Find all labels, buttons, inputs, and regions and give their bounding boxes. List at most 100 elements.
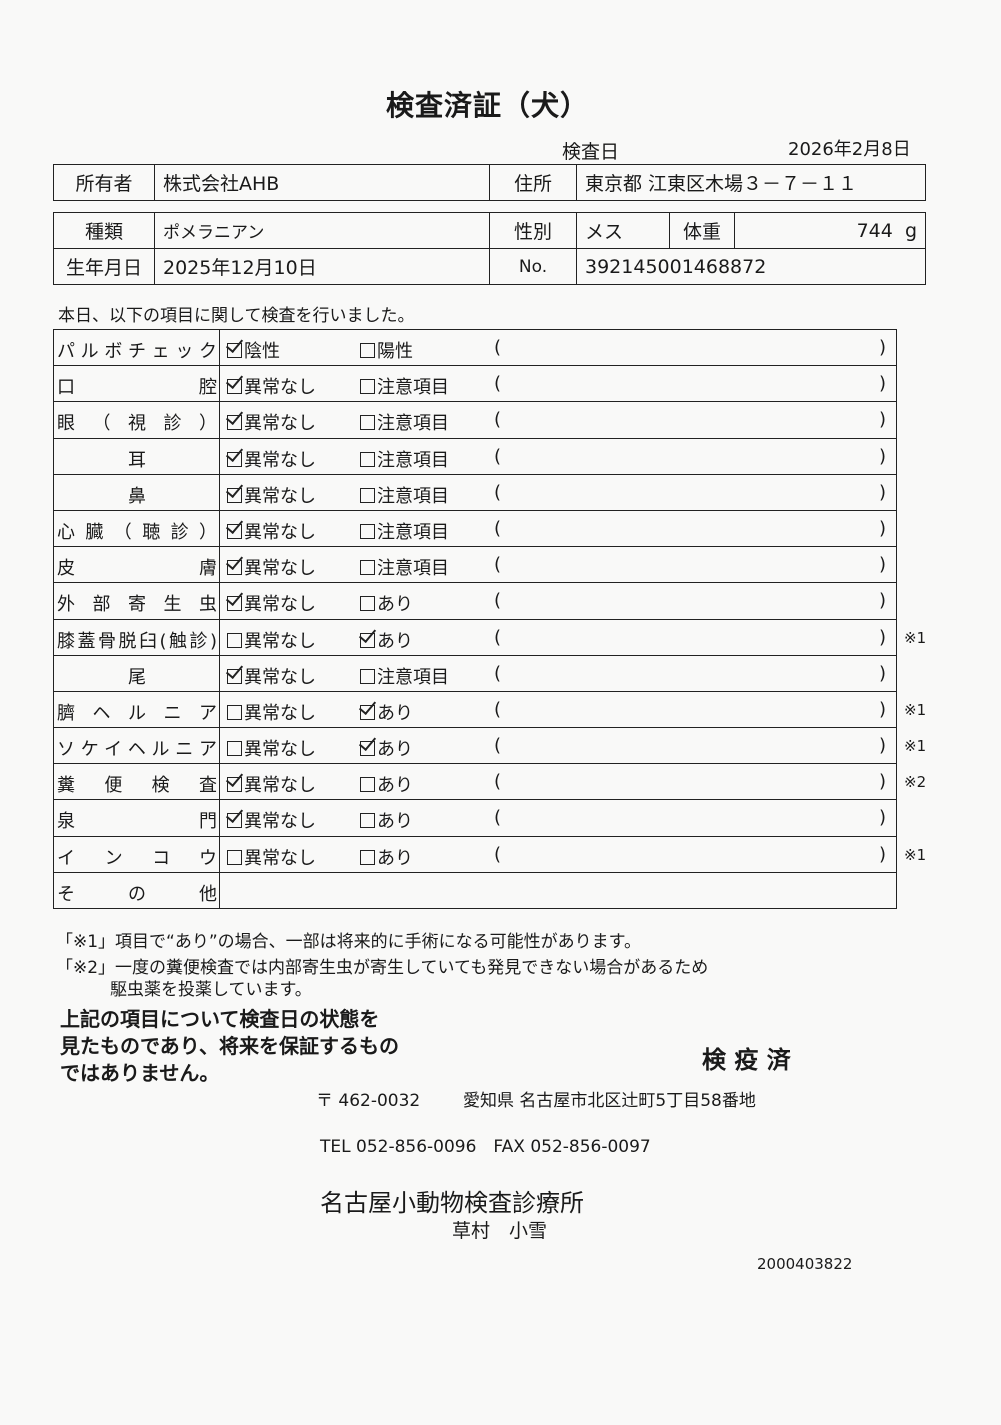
- clinic-name: 名古屋小動物検査診療所: [320, 1189, 584, 1217]
- exam-row: インコウ 異常なし あり ( ) ※1: [53, 836, 926, 873]
- checkbox-icon[interactable]: [360, 343, 375, 358]
- exam-item-label: 泉門: [57, 811, 217, 833]
- owner-label: 所有者: [53, 164, 155, 201]
- option-1-label: 異常なし: [244, 666, 316, 688]
- remark-close-paren: ): [879, 445, 887, 467]
- remark-close-paren: ): [879, 771, 887, 793]
- checkbox-icon[interactable]: [360, 849, 375, 865]
- option-1-label: 異常なし: [244, 485, 316, 507]
- option-1-label: 異常なし: [244, 775, 316, 797]
- doctor-name: 草村 小雪: [452, 1220, 548, 1242]
- exam-row-other: その他: [53, 872, 897, 909]
- checkbox-icon[interactable]: [227, 668, 242, 684]
- page-title: 検査済証（犬）: [385, 89, 589, 122]
- checkbox-icon[interactable]: [360, 487, 375, 503]
- checkbox-icon[interactable]: [227, 560, 242, 576]
- remark-open-paren: (: [494, 409, 502, 431]
- checkbox-icon[interactable]: [227, 523, 242, 539]
- exam-row: 糞便検査 異常なし あり ( ) ※2: [53, 764, 926, 801]
- option-1-label: 異常なし: [244, 594, 316, 616]
- option-2-label: あり: [377, 811, 413, 833]
- checkbox-icon[interactable]: [227, 849, 242, 865]
- remark-open-paren: (: [494, 771, 502, 793]
- option-2-label: 注意項目: [377, 521, 449, 543]
- exam-item-label: 鼻: [128, 485, 146, 507]
- remark-close-paren: ): [879, 481, 887, 503]
- option-2-label: 注意項目: [377, 666, 449, 688]
- remark-open-paren: (: [494, 735, 502, 757]
- checkbox-icon[interactable]: [227, 777, 242, 793]
- owner-value: 株式会社AHB: [154, 164, 490, 201]
- exam-item-label: 尾: [128, 666, 146, 688]
- disclaimer: 上記の項目について検査日の状態を 見たものであり、将来を保証するもの ではありま…: [60, 1006, 399, 1087]
- remark-open-paren: (: [494, 445, 502, 467]
- checkbox-icon[interactable]: [360, 668, 375, 684]
- disclaimer-line: ではありません。: [60, 1061, 220, 1085]
- checkbox-icon[interactable]: [227, 813, 242, 829]
- checkbox-icon[interactable]: [360, 777, 375, 793]
- checkbox-icon[interactable]: [227, 343, 242, 358]
- option-1-label: 異常なし: [244, 702, 316, 724]
- sex-label: 性別: [489, 212, 577, 249]
- option-1-label: 異常なし: [244, 449, 316, 471]
- checkbox-icon[interactable]: [227, 451, 242, 467]
- breed-label: 種類: [53, 212, 155, 249]
- exam-row: 耳 異常なし 注意項目 ( ): [53, 438, 897, 475]
- checkbox-icon[interactable]: [227, 415, 242, 431]
- address-label: 住所: [489, 164, 577, 201]
- checkbox-icon[interactable]: [360, 813, 375, 829]
- exam-item-label: 膝蓋骨脱臼(触診): [57, 630, 217, 652]
- other-label: その他: [57, 883, 217, 905]
- exam-row: パルボチェック 陰性 陽性 ( ): [53, 330, 897, 367]
- breed-value: ポメラニアン: [154, 212, 490, 249]
- option-2-label: 注意項目: [377, 485, 449, 507]
- checkbox-icon[interactable]: [360, 523, 375, 539]
- exam-item-label: 心臓（聴診）: [57, 521, 217, 543]
- birth-value: 2025年12月10日: [154, 248, 490, 285]
- footnote-mark: ※1: [904, 737, 927, 756]
- remark-open-paren: (: [494, 373, 502, 395]
- remark-open-paren: (: [494, 481, 502, 503]
- checkbox-icon[interactable]: [360, 451, 375, 467]
- remark-close-paren: ): [879, 807, 887, 829]
- checkbox-icon[interactable]: [360, 632, 375, 648]
- checkbox-icon[interactable]: [227, 596, 242, 612]
- remark-close-paren: ): [879, 409, 887, 431]
- checkbox-icon[interactable]: [360, 741, 375, 757]
- footnote-mark: ※1: [904, 628, 927, 647]
- remark-open-paren: (: [494, 517, 502, 539]
- remark-close-paren: ): [879, 517, 887, 539]
- weight-unit: g: [904, 219, 917, 242]
- checkbox-icon[interactable]: [360, 379, 375, 395]
- checkbox-icon[interactable]: [227, 741, 242, 757]
- exam-row: 眼（視診） 異常なし 注意項目 ( ): [53, 402, 897, 439]
- exam-row: 尾 異常なし 注意項目 ( ): [53, 655, 897, 692]
- checkbox-icon[interactable]: [360, 415, 375, 431]
- option-1-label: 異常なし: [244, 630, 316, 652]
- option-2-label: あり: [377, 702, 413, 724]
- checkbox-icon[interactable]: [227, 632, 242, 648]
- checkbox-icon[interactable]: [227, 487, 242, 503]
- exam-item-label: 眼（視診）: [57, 413, 217, 435]
- footnote-mark: ※1: [904, 845, 927, 864]
- remark-close-paren: ): [879, 662, 887, 684]
- option-1-label: 異常なし: [244, 847, 316, 869]
- option-2-label: あり: [377, 739, 413, 761]
- checkbox-icon[interactable]: [360, 596, 375, 612]
- remark-open-paren: (: [494, 807, 502, 829]
- exam-item-label: 臍ヘルニア: [57, 702, 217, 724]
- postal-code: 〒 462-0032: [316, 1091, 421, 1111]
- option-2-label: 陽性: [377, 341, 413, 362]
- exam-item-label: 耳: [128, 449, 146, 471]
- exam-row: 膝蓋骨脱臼(触診) 異常なし あり ( ) ※1: [53, 619, 926, 656]
- checkbox-icon[interactable]: [227, 704, 242, 720]
- option-2-label: あり: [377, 594, 413, 616]
- checkbox-icon[interactable]: [227, 379, 242, 395]
- checkbox-icon[interactable]: [360, 704, 375, 720]
- document-code: 2000403822: [757, 1255, 853, 1273]
- footnote-mark: ※2: [904, 773, 927, 792]
- checkbox-icon[interactable]: [360, 560, 375, 576]
- note-1: 「※1」項目で“あり”の場合、一部は将来的に手術になる可能性があります。: [56, 932, 641, 952]
- exam-date-label: 検査日: [562, 141, 620, 163]
- birth-label: 生年月日: [53, 248, 155, 285]
